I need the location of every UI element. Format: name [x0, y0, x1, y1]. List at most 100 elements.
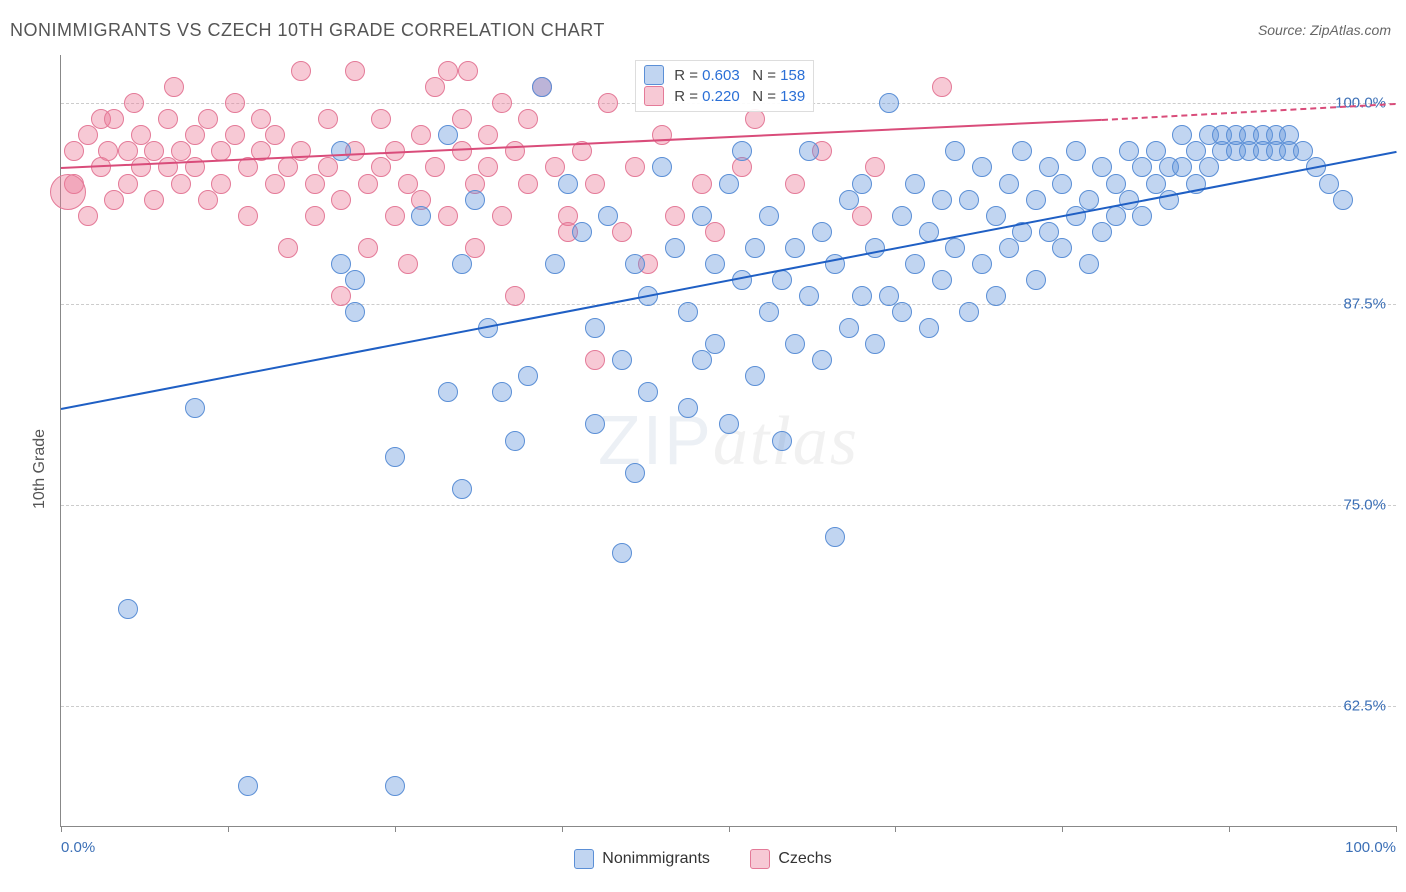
scatter-point-nonimmigrants — [905, 254, 925, 274]
scatter-point-nonimmigrants — [745, 238, 765, 258]
scatter-point-nonimmigrants — [411, 206, 431, 226]
scatter-point-czechs — [585, 350, 605, 370]
scatter-point-czechs — [425, 77, 445, 97]
scatter-point-czechs — [198, 190, 218, 210]
scatter-point-czechs — [745, 109, 765, 129]
scatter-point-nonimmigrants — [1106, 206, 1126, 226]
scatter-point-czechs — [692, 174, 712, 194]
scatter-point-czechs — [318, 157, 338, 177]
scatter-point-nonimmigrants — [892, 206, 912, 226]
legend-label-czechs: Czechs — [778, 850, 831, 868]
y-tick-label: 87.5% — [1343, 295, 1386, 312]
scatter-point-czechs — [318, 109, 338, 129]
scatter-point-nonimmigrants — [972, 157, 992, 177]
scatter-point-czechs — [331, 190, 351, 210]
scatter-point-czechs — [411, 125, 431, 145]
scatter-point-czechs — [171, 174, 191, 194]
x-tick-mark — [562, 826, 563, 832]
scatter-point-nonimmigrants — [625, 254, 645, 274]
scatter-point-nonimmigrants — [678, 302, 698, 322]
scatter-point-nonimmigrants — [558, 174, 578, 194]
scatter-point-czechs — [478, 125, 498, 145]
scatter-point-nonimmigrants — [1333, 190, 1353, 210]
scatter-point-nonimmigrants — [865, 334, 885, 354]
scatter-point-czechs — [358, 238, 378, 258]
gridline — [61, 706, 1396, 707]
x-tick-mark — [228, 826, 229, 832]
legend-item-czechs: Czechs — [750, 849, 831, 869]
scatter-point-nonimmigrants — [612, 543, 632, 563]
scatter-point-nonimmigrants — [1026, 270, 1046, 290]
scatter-point-nonimmigrants — [652, 157, 672, 177]
legend-item-nonimmigrants: Nonimmigrants — [574, 849, 710, 869]
scatter-point-nonimmigrants — [759, 206, 779, 226]
scatter-point-czechs — [398, 254, 418, 274]
scatter-point-czechs — [492, 206, 512, 226]
x-tick-mark — [729, 826, 730, 832]
scatter-point-nonimmigrants — [345, 302, 365, 322]
scatter-point-nonimmigrants — [945, 238, 965, 258]
scatter-point-czechs — [225, 125, 245, 145]
scatter-point-czechs — [164, 77, 184, 97]
scatter-point-czechs — [612, 222, 632, 242]
scatter-point-czechs — [458, 61, 478, 81]
scatter-point-nonimmigrants — [612, 350, 632, 370]
scatter-point-czechs — [225, 93, 245, 113]
scatter-point-czechs — [865, 157, 885, 177]
scatter-point-nonimmigrants — [238, 776, 258, 796]
scatter-point-czechs — [598, 93, 618, 113]
swatch-pink — [750, 849, 770, 869]
scatter-point-nonimmigrants — [1052, 238, 1072, 258]
scatter-point-nonimmigrants — [719, 414, 739, 434]
scatter-point-nonimmigrants — [505, 431, 525, 451]
scatter-point-nonimmigrants — [972, 254, 992, 274]
scatter-point-nonimmigrants — [518, 366, 538, 386]
scatter-point-nonimmigrants — [452, 479, 472, 499]
scatter-point-nonimmigrants — [879, 93, 899, 113]
scatter-point-czechs — [785, 174, 805, 194]
gridline — [61, 505, 1396, 506]
swatch-icon — [644, 86, 664, 106]
chart-source: Source: ZipAtlas.com — [1258, 22, 1391, 38]
scatter-point-nonimmigrants — [438, 382, 458, 402]
correlation-text: R = 0.220 N = 139 — [670, 88, 805, 105]
scatter-point-czechs — [705, 222, 725, 242]
scatter-point-nonimmigrants — [665, 238, 685, 258]
scatter-point-nonimmigrants — [118, 599, 138, 619]
scatter-point-nonimmigrants — [839, 190, 859, 210]
scatter-point-czechs — [278, 238, 298, 258]
scatter-point-nonimmigrants — [385, 447, 405, 467]
y-tick-label: 62.5% — [1343, 697, 1386, 714]
scatter-point-nonimmigrants — [1012, 141, 1032, 161]
scatter-point-nonimmigrants — [785, 334, 805, 354]
scatter-point-czechs — [932, 77, 952, 97]
scatter-point-czechs — [371, 109, 391, 129]
scatter-point-nonimmigrants — [999, 238, 1019, 258]
scatter-point-czechs — [78, 125, 98, 145]
scatter-point-nonimmigrants — [772, 270, 792, 290]
scatter-point-nonimmigrants — [345, 270, 365, 290]
x-tick-mark — [1062, 826, 1063, 832]
scatter-point-nonimmigrants — [732, 141, 752, 161]
scatter-point-czechs — [305, 206, 325, 226]
scatter-point-nonimmigrants — [825, 527, 845, 547]
scatter-point-czechs — [665, 206, 685, 226]
scatter-point-czechs — [98, 141, 118, 161]
scatter-point-czechs — [425, 157, 445, 177]
scatter-point-nonimmigrants — [932, 270, 952, 290]
scatter-point-czechs — [291, 61, 311, 81]
scatter-point-nonimmigrants — [772, 431, 792, 451]
scatter-point-czechs — [345, 61, 365, 81]
scatter-point-nonimmigrants — [812, 350, 832, 370]
scatter-point-nonimmigrants — [1079, 254, 1099, 274]
scatter-point-nonimmigrants — [438, 125, 458, 145]
scatter-point-nonimmigrants — [852, 174, 872, 194]
trend-line-dashed — [1102, 103, 1396, 121]
scatter-point-czechs — [211, 174, 231, 194]
scatter-point-nonimmigrants — [905, 174, 925, 194]
scatter-point-czechs — [64, 141, 84, 161]
scatter-point-czechs — [185, 125, 205, 145]
scatter-point-nonimmigrants — [719, 174, 739, 194]
x-tick-mark — [395, 826, 396, 832]
scatter-point-nonimmigrants — [625, 463, 645, 483]
